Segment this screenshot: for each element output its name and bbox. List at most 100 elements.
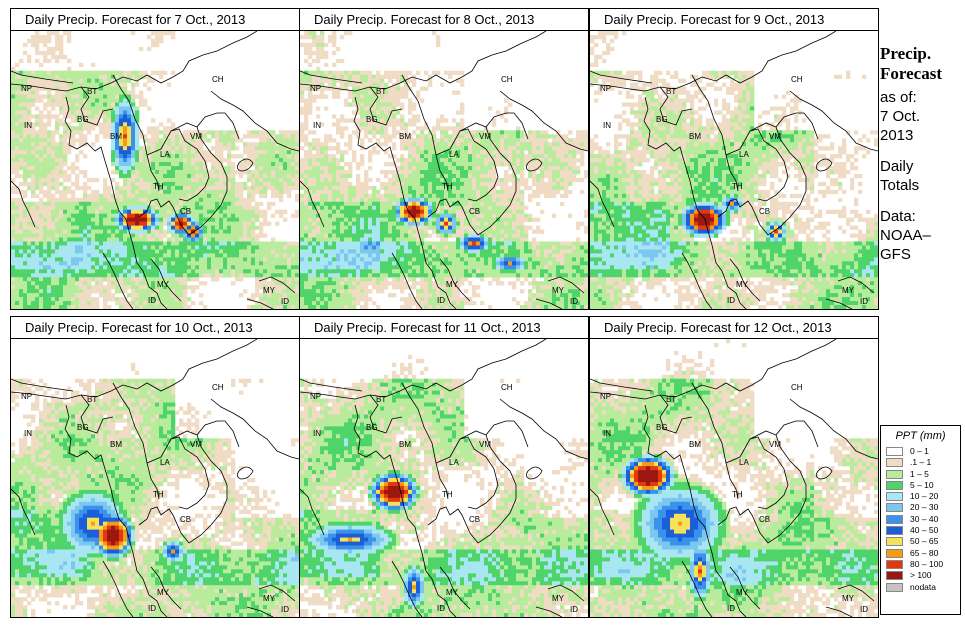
precip-cell [235, 130, 240, 135]
precip-cell [159, 253, 164, 258]
precip-cell [368, 177, 373, 183]
precip-cell [263, 261, 268, 266]
precip-cell [111, 261, 116, 266]
precip-cell [312, 189, 317, 195]
precip-cell [59, 110, 64, 115]
precip-cell [59, 78, 64, 83]
precip-cell [179, 277, 184, 282]
precip-cell [320, 205, 325, 211]
precip-cell [19, 233, 24, 238]
precip-cell [111, 130, 116, 135]
precip-cell [512, 150, 517, 155]
precip-cell [316, 162, 321, 167]
precip-cell [35, 241, 40, 246]
precip-cell [227, 249, 232, 254]
precip-cell [47, 158, 52, 163]
precip-cell [119, 173, 124, 179]
precip-cell [259, 225, 264, 230]
precip-cell [488, 154, 493, 159]
precip-cell [424, 189, 429, 195]
precip-cell [468, 193, 473, 199]
precip-cell [300, 94, 305, 99]
precip-cell [99, 86, 104, 91]
precip-cell [83, 82, 88, 87]
precip-cell [107, 209, 112, 214]
precip-cell [572, 177, 577, 183]
precip-cell [31, 281, 36, 286]
precip-cell [460, 201, 465, 207]
precip-cell [123, 114, 128, 119]
precip-cell [79, 150, 84, 155]
precip-cell [324, 86, 329, 91]
precip-cell [207, 138, 212, 143]
precip-cell [324, 205, 329, 211]
precip-cell [83, 78, 88, 83]
precip-cell [564, 177, 569, 183]
precip-cell [243, 197, 248, 203]
precip-cell [195, 265, 200, 270]
precip-cell [19, 285, 24, 290]
precip-cell [203, 217, 208, 222]
precip-cell [316, 58, 321, 64]
precip-cell [524, 185, 529, 191]
precip-cell [207, 253, 212, 258]
precip-cell [267, 221, 272, 226]
precip-cell [432, 170, 437, 175]
precip-cell [239, 166, 244, 171]
precip-cell [300, 193, 305, 199]
precip-cell [308, 70, 313, 75]
precip-cell [55, 118, 60, 123]
precip-cell [83, 241, 88, 246]
precip-cell [580, 142, 585, 147]
precip-cell [119, 197, 124, 203]
precip-cell [171, 301, 176, 306]
precip-cell [91, 142, 96, 147]
precip-cell [271, 134, 276, 139]
precip-cell [47, 38, 52, 44]
precip-cell [147, 305, 152, 309]
precip-cell [472, 189, 477, 195]
precip-cell [163, 221, 168, 226]
precip-cell [67, 70, 72, 75]
precip-cell [67, 74, 72, 79]
precip-cell [243, 245, 248, 250]
precip-cell [95, 189, 100, 195]
precip-cell [304, 138, 309, 143]
precip-cell [103, 189, 108, 195]
precip-cell [187, 138, 192, 143]
precip-cell [147, 177, 152, 183]
precip-cell [560, 134, 565, 139]
precip-cell [191, 229, 196, 234]
precip-cell [43, 50, 48, 56]
precip-cell [51, 74, 56, 79]
precip-cell [43, 158, 48, 163]
precip-cell [576, 130, 581, 135]
precip-cell [27, 213, 32, 218]
precip-cell [51, 293, 56, 298]
precip-cell [203, 237, 208, 242]
precip-cell [63, 253, 68, 258]
precip-cell [372, 185, 377, 191]
precip-cell [532, 134, 537, 139]
precip-cell [243, 229, 248, 234]
precip-cell [15, 106, 20, 111]
precip-cell [59, 118, 64, 123]
precip-cell [75, 209, 80, 214]
precip-cell [167, 134, 172, 139]
precip-cell [211, 134, 216, 139]
precip-cell [524, 138, 529, 143]
precip-cell [408, 70, 413, 75]
precip-cell [316, 34, 321, 40]
precip-cell [75, 154, 80, 159]
precip-cell [139, 277, 144, 282]
precip-cell [223, 237, 228, 242]
precip-cell [239, 237, 244, 242]
precip-cell [95, 253, 100, 258]
precip-cell [87, 221, 92, 226]
precip-cell [155, 138, 160, 143]
precip-cell [127, 110, 132, 115]
precip-cell [496, 130, 501, 135]
precip-cell [255, 277, 260, 282]
precip-cell [103, 70, 108, 75]
precip-cell [304, 98, 309, 103]
